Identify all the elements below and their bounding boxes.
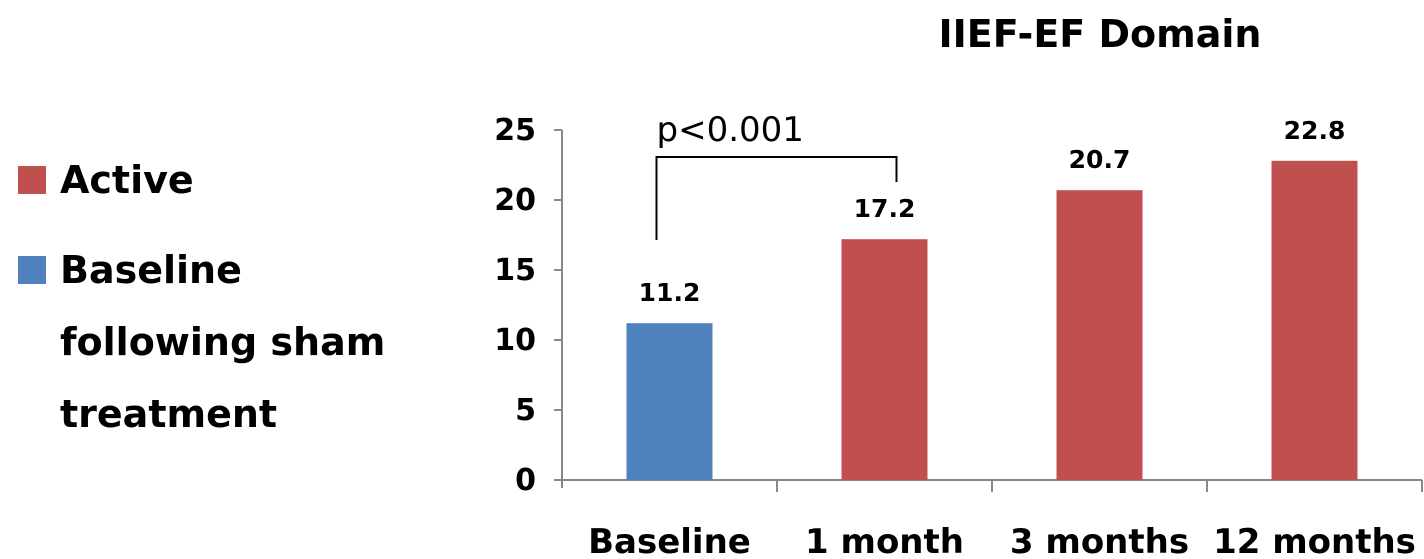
data-label: 17.2 — [854, 194, 916, 223]
chart-title: IIEF-EF Domain — [939, 12, 1262, 56]
y-tick-label: 5 — [515, 393, 536, 428]
data-label: 22.8 — [1284, 116, 1346, 145]
legend-label-active: Active — [60, 158, 194, 202]
legend-swatch-active — [18, 166, 46, 194]
y-tick-label: 15 — [494, 253, 536, 288]
y-tick-label: 25 — [494, 113, 536, 148]
legend-item-active: Active — [18, 156, 385, 204]
y-tick-label: 10 — [494, 323, 536, 358]
legend-note-line: treatment — [60, 392, 278, 436]
x-category-label: 12 months — [1213, 522, 1416, 559]
significance-bracket — [655, 156, 898, 240]
legend-item-baseline: Baseline — [18, 246, 385, 294]
y-tick-label: 0 — [515, 463, 536, 498]
bar-1-month — [841, 239, 928, 480]
x-category-label: Baseline — [588, 522, 751, 559]
x-category-label: 1 month — [805, 522, 964, 559]
legend-note: following sham treatment — [60, 306, 385, 450]
legend-label-baseline: Baseline — [60, 248, 242, 292]
data-label: 11.2 — [639, 278, 701, 307]
bar-baseline — [626, 323, 713, 480]
legend-note-line: following sham — [60, 320, 386, 364]
significance-label: p<0.001 — [657, 110, 804, 150]
y-tick-label: 20 — [494, 183, 536, 218]
chart-legend: Active Baseline following sham treatment — [18, 156, 385, 450]
bar-3-months — [1056, 190, 1143, 480]
x-category-label: 3 months — [1010, 522, 1189, 559]
data-label: 20.7 — [1069, 145, 1131, 174]
bar-12-months — [1271, 160, 1358, 481]
legend-swatch-baseline — [18, 256, 46, 284]
